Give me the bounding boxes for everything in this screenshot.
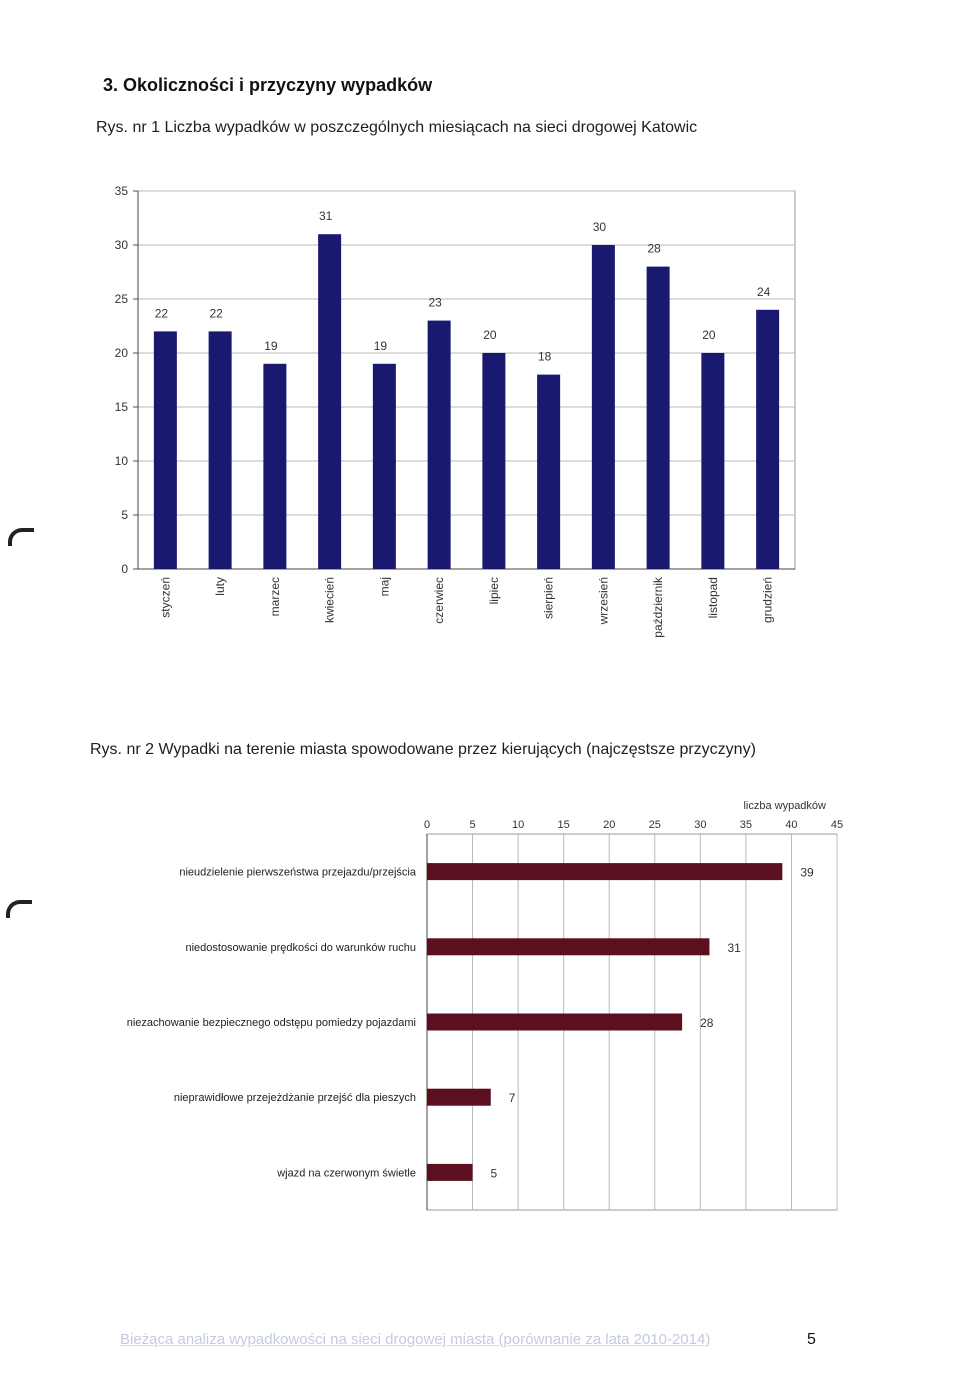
bar [427,1013,683,1031]
data-label: 5 [491,1166,498,1180]
data-label: 20 [702,328,716,342]
bar [701,353,725,569]
x-tick-label: lipiec [487,577,501,604]
x-tick-label: 20 [603,819,615,831]
y-tick-label: 10 [115,454,129,468]
bar [263,363,287,569]
y-tick-label: 20 [115,346,129,360]
x-tick-label: 5 [469,819,475,831]
x-tick-label: czerwiec [432,577,446,624]
footer-text: Bieżąca analiza wypadkowości na sieci dr… [120,1331,711,1348]
category-label: wjazd na czerwonym świetle [276,1167,416,1179]
figure2-caption: Rys. nr 2 Wypadki na terenie miasta spow… [90,741,756,758]
data-label: 31 [319,209,333,223]
scan-mark-1 [8,528,34,546]
category-label: niezachowanie bezpiecznego odstępu pomie… [127,1017,416,1029]
data-label: 28 [647,242,661,256]
monthly-accidents-bar-chart: 0 5 10 15 20 25 30 35 22 styczeń 22 luty 19 marzec 31 k… [115,184,796,638]
data-label: 19 [374,339,388,353]
bar [318,234,342,569]
data-label: 39 [800,866,814,880]
bar [756,309,780,569]
data-label: 31 [727,941,741,955]
category-label: nieudzielenie pierwszeństwa przejazdu/pr… [179,867,417,879]
x-tick-label: 30 [694,819,706,831]
data-label: 28 [700,1016,714,1030]
data-label: 20 [483,328,497,342]
y-tick-label: 5 [121,508,128,522]
x-tick-label: 40 [785,819,797,831]
bar [427,1163,473,1181]
bar [646,266,670,569]
category-label: nieprawidłowe przejeżdżanie przejść dla … [174,1092,416,1104]
data-label: 18 [538,350,552,364]
x-tick-label: kwiecień [323,577,337,623]
bar [427,320,451,569]
x-tick-label: marzec [268,577,282,616]
data-label: 22 [209,306,223,320]
x-tick-label: 0 [424,819,430,831]
x-tick-label: 15 [558,819,570,831]
data-label: 22 [155,306,169,320]
bar [482,353,506,569]
figure1-caption: Rys. nr 1 Liczba wypadków w poszczególny… [96,119,698,136]
x-tick-label: 10 [512,819,524,831]
bar [427,1088,491,1106]
x-tick-label: listopad [706,577,720,618]
data-label: 24 [757,285,771,299]
x-tick-label: 25 [649,819,661,831]
page-number: 5 [807,1331,816,1348]
x-axis-label: liczba wypadków [743,800,826,812]
data-label: 19 [264,339,278,353]
x-tick-label: wrzesień [596,577,610,625]
category-label: niedostosowanie prędkości do warunków ru… [185,942,416,954]
y-tick-label: 30 [115,238,129,252]
y-tick-label: 15 [115,400,129,414]
bar [153,331,177,569]
bar [537,374,561,569]
x-tick-label: październik [651,576,665,638]
bar [591,245,615,569]
data-label: 7 [509,1091,516,1105]
bar [427,863,783,881]
x-tick-label: luty [213,577,227,596]
y-tick-label: 25 [115,292,129,306]
y-tick-label: 0 [121,562,128,576]
x-tick-label: styczeń [158,577,172,618]
x-tick-label: maj [377,577,391,596]
section-heading: 3. Okoliczności i przyczyny wypadków [103,75,433,95]
accident-causes-bar-chart: 0 5 10 15 20 25 30 35 40 45 liczba wypadków 39 nieud… [127,800,843,1211]
scan-mark-2 [6,900,32,918]
x-tick-label: sierpień [542,577,556,619]
y-tick-label: 35 [115,184,129,198]
bar [427,938,710,956]
data-label: 23 [428,296,442,310]
bar [208,331,232,569]
data-label: 30 [593,220,607,234]
x-tick-label: grudzień [761,577,775,623]
bar [372,363,396,569]
x-tick-label: 35 [740,819,752,831]
x-tick-label: 45 [831,819,843,831]
plot-area [137,190,796,570]
